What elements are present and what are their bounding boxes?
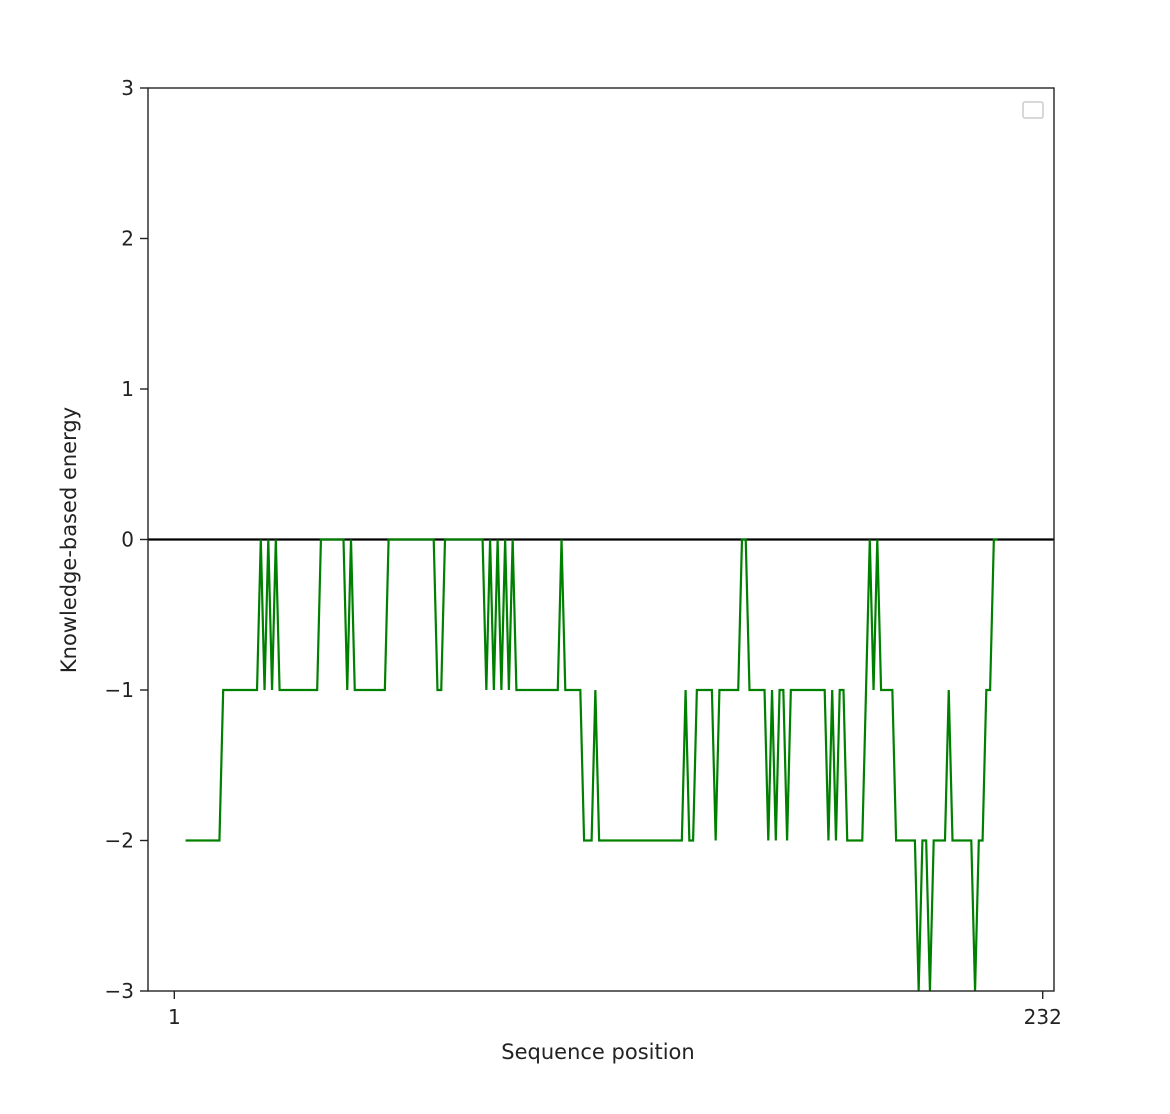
y-tick-label: −2 xyxy=(105,829,134,853)
y-axis-label: Knowledge-based energy xyxy=(57,407,81,673)
series-line-0 xyxy=(185,538,998,992)
y-tick-label: 3 xyxy=(121,76,134,100)
y-tick-label: −1 xyxy=(105,678,134,702)
tick-layer: 3 2 1 0 −1 −2 −3 1 232 xyxy=(105,76,1062,1029)
y-tick-label: 1 xyxy=(121,377,134,401)
y-tick-label: 2 xyxy=(121,227,134,251)
y-tick-label: 0 xyxy=(121,528,134,552)
x-tick-label: 232 xyxy=(1024,1005,1062,1029)
series-layer xyxy=(185,538,998,992)
x-tick-label: 1 xyxy=(168,1005,181,1029)
x-axis-label: Sequence position xyxy=(501,1040,694,1064)
legend-box xyxy=(1022,101,1044,119)
y-tick-label: −3 xyxy=(105,979,134,1003)
